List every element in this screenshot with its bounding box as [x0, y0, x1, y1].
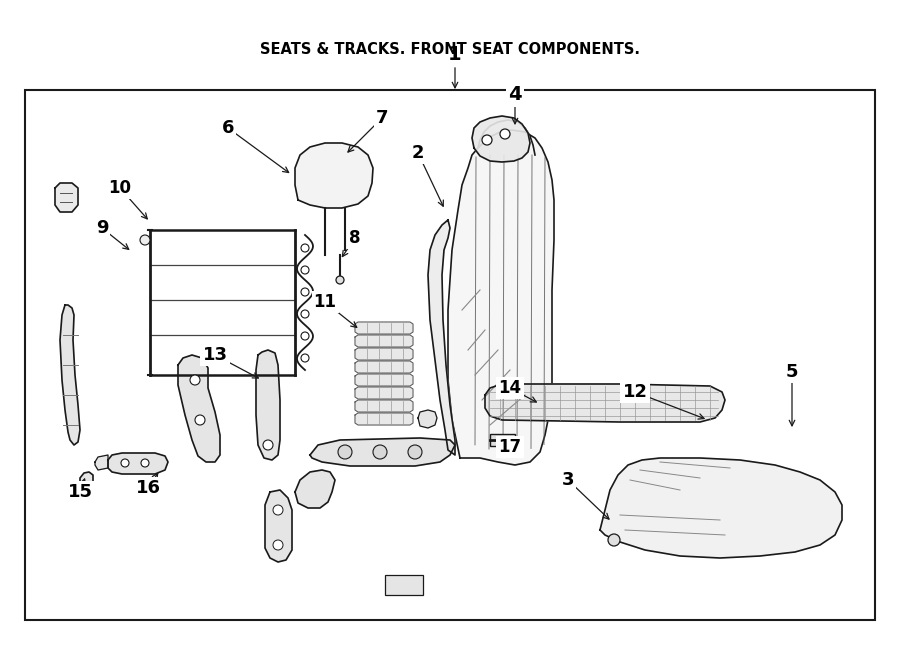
Polygon shape	[418, 410, 437, 428]
Polygon shape	[448, 130, 554, 465]
Polygon shape	[485, 384, 725, 422]
Polygon shape	[355, 335, 413, 347]
Polygon shape	[55, 183, 78, 212]
Text: 15: 15	[68, 483, 93, 501]
Text: SEATS & TRACKS. FRONT SEAT COMPONENTS.: SEATS & TRACKS. FRONT SEAT COMPONENTS.	[260, 42, 640, 58]
Polygon shape	[178, 355, 220, 462]
Text: 3: 3	[562, 471, 574, 489]
Text: 7: 7	[376, 109, 388, 127]
Polygon shape	[295, 143, 373, 208]
Polygon shape	[355, 361, 413, 373]
Circle shape	[263, 440, 273, 450]
Polygon shape	[355, 348, 413, 360]
Text: 12: 12	[623, 383, 647, 401]
Circle shape	[482, 135, 492, 145]
Circle shape	[121, 459, 129, 467]
Circle shape	[301, 288, 309, 296]
Circle shape	[608, 534, 620, 546]
Text: 11: 11	[313, 293, 337, 311]
Circle shape	[273, 540, 283, 550]
Circle shape	[301, 354, 309, 362]
Circle shape	[195, 415, 205, 425]
Text: 6: 6	[221, 119, 234, 137]
Text: 17: 17	[499, 438, 522, 456]
Circle shape	[301, 310, 309, 318]
Polygon shape	[355, 374, 413, 386]
Text: 10: 10	[109, 179, 131, 197]
Text: 1: 1	[448, 46, 462, 65]
Text: 16: 16	[136, 479, 160, 497]
Bar	[385, 575, 423, 595]
Text: 2: 2	[412, 144, 424, 162]
Circle shape	[301, 244, 309, 252]
Text: 4: 4	[508, 85, 522, 104]
Bar	[490, 434, 515, 446]
Polygon shape	[265, 490, 292, 562]
Polygon shape	[295, 470, 335, 508]
Polygon shape	[355, 400, 413, 412]
Polygon shape	[472, 116, 530, 162]
Text: 9: 9	[95, 219, 108, 237]
Text: 8: 8	[349, 229, 361, 247]
Polygon shape	[310, 438, 455, 466]
Text: 14: 14	[499, 379, 522, 397]
Circle shape	[336, 276, 344, 284]
Polygon shape	[355, 322, 413, 334]
Circle shape	[301, 332, 309, 340]
Bar	[25, 90, 875, 620]
Polygon shape	[95, 455, 108, 470]
Circle shape	[273, 505, 283, 515]
Circle shape	[373, 445, 387, 459]
Polygon shape	[256, 350, 280, 460]
Text: 5: 5	[786, 363, 798, 381]
Circle shape	[141, 459, 149, 467]
Polygon shape	[355, 413, 413, 425]
Circle shape	[301, 266, 309, 274]
Polygon shape	[355, 387, 413, 399]
Polygon shape	[80, 472, 93, 492]
Circle shape	[190, 375, 200, 385]
Circle shape	[408, 445, 422, 459]
Circle shape	[500, 129, 510, 139]
Polygon shape	[600, 458, 842, 558]
Circle shape	[140, 235, 150, 245]
Polygon shape	[60, 305, 80, 445]
Text: 13: 13	[202, 346, 228, 364]
Polygon shape	[108, 453, 168, 474]
Polygon shape	[428, 220, 455, 455]
Circle shape	[338, 445, 352, 459]
